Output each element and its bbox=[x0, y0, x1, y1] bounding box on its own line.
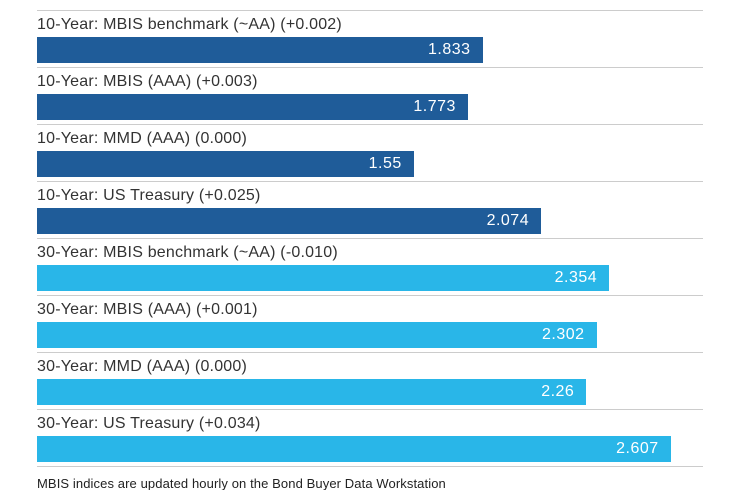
bar-label: 30-Year: MBIS (AAA) (+0.001) bbox=[37, 301, 258, 318]
bar: 2.354 bbox=[37, 265, 610, 291]
bar-label: 30-Year: MBIS benchmark (~AA) (-0.010) bbox=[37, 244, 338, 261]
bar-label: 10-Year: MBIS benchmark (~AA) (+0.002) bbox=[37, 16, 342, 33]
bar-label: 30-Year: MMD (AAA) (0.000) bbox=[37, 358, 248, 375]
bar-row: 30-Year: US Treasury (+0.034) 2.607 bbox=[37, 409, 703, 462]
bar-row: 30-Year: MBIS (AAA) (+0.001) 2.302 bbox=[37, 295, 703, 348]
bar-value-label: 2.607 bbox=[616, 440, 659, 457]
row-divider bbox=[37, 238, 703, 239]
bar-value-label: 1.833 bbox=[427, 41, 471, 58]
bar-row: 30-Year: MMD (AAA) (0.000) 2.26 bbox=[37, 352, 703, 405]
bar: 2.26 bbox=[37, 379, 587, 405]
bar-label: 30-Year: US Treasury (+0.034) bbox=[37, 415, 261, 432]
row-divider bbox=[37, 67, 703, 68]
bar-value-label: 1.55 bbox=[368, 155, 402, 172]
bar-value-label: 1.773 bbox=[413, 98, 456, 115]
row-divider bbox=[37, 181, 703, 182]
row-divider bbox=[37, 409, 703, 410]
bar-label: 10-Year: MMD (AAA) (0.000) bbox=[37, 130, 248, 147]
bar-label: 10-Year: MBIS (AAA) (+0.003) bbox=[37, 73, 258, 90]
row-divider bbox=[37, 124, 703, 125]
chart-bottom-divider bbox=[37, 466, 703, 467]
bar-value-label: 2.074 bbox=[486, 212, 530, 229]
row-divider bbox=[37, 10, 703, 11]
bar-value-label: 2.354 bbox=[554, 269, 598, 286]
bar: 1.55 bbox=[37, 151, 414, 177]
bar-value-label: 2.302 bbox=[541, 326, 585, 343]
bar-row: 10-Year: US Treasury (+0.025) 2.074 bbox=[37, 181, 703, 234]
bar-row: 10-Year: MMD (AAA) (0.000) 1.55 bbox=[37, 124, 703, 177]
chart-footnote: MBIS indices are updated hourly on the B… bbox=[37, 476, 446, 490]
row-divider bbox=[37, 352, 703, 353]
bar: 2.302 bbox=[37, 322, 597, 348]
bar: 1.773 bbox=[37, 94, 468, 120]
bar-value-label: 2.26 bbox=[541, 383, 575, 400]
bar-label: 10-Year: US Treasury (+0.025) bbox=[37, 187, 261, 204]
bar-row: 10-Year: MBIS benchmark (~AA) (+0.002) 1… bbox=[37, 10, 703, 63]
bar-row: 30-Year: MBIS benchmark (~AA) (-0.010) 2… bbox=[37, 238, 703, 291]
bar-row: 10-Year: MBIS (AAA) (+0.003) 1.773 bbox=[37, 67, 703, 120]
bar: 1.833 bbox=[37, 37, 483, 63]
row-divider bbox=[37, 295, 703, 296]
bar: 2.074 bbox=[37, 208, 542, 234]
bar: 2.607 bbox=[37, 436, 671, 462]
